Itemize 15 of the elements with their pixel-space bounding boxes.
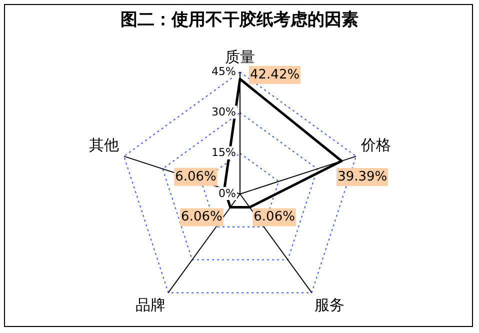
spoke-label: 其他	[89, 136, 120, 154]
data-label: 39.39%	[338, 169, 388, 184]
chart-title: 图二：使用不干胶纸考虑的因素	[120, 9, 360, 31]
data-label: 6.06%	[175, 169, 216, 184]
y-tick-label: 45%	[212, 64, 236, 78]
y-tick-label: 15%	[212, 146, 236, 160]
data-label: 42.42%	[250, 67, 300, 82]
spoke-label: 品牌	[135, 296, 166, 314]
spoke-label: 价格	[360, 136, 391, 154]
y-tick-label: 0%	[218, 186, 236, 200]
data-label: 6.06%	[254, 210, 295, 225]
y-tick-label: 30%	[212, 106, 236, 119]
data-label: 6.06%	[181, 210, 222, 225]
spoke-label: 服务	[314, 296, 345, 314]
spoke-label: 质量	[225, 49, 255, 66]
